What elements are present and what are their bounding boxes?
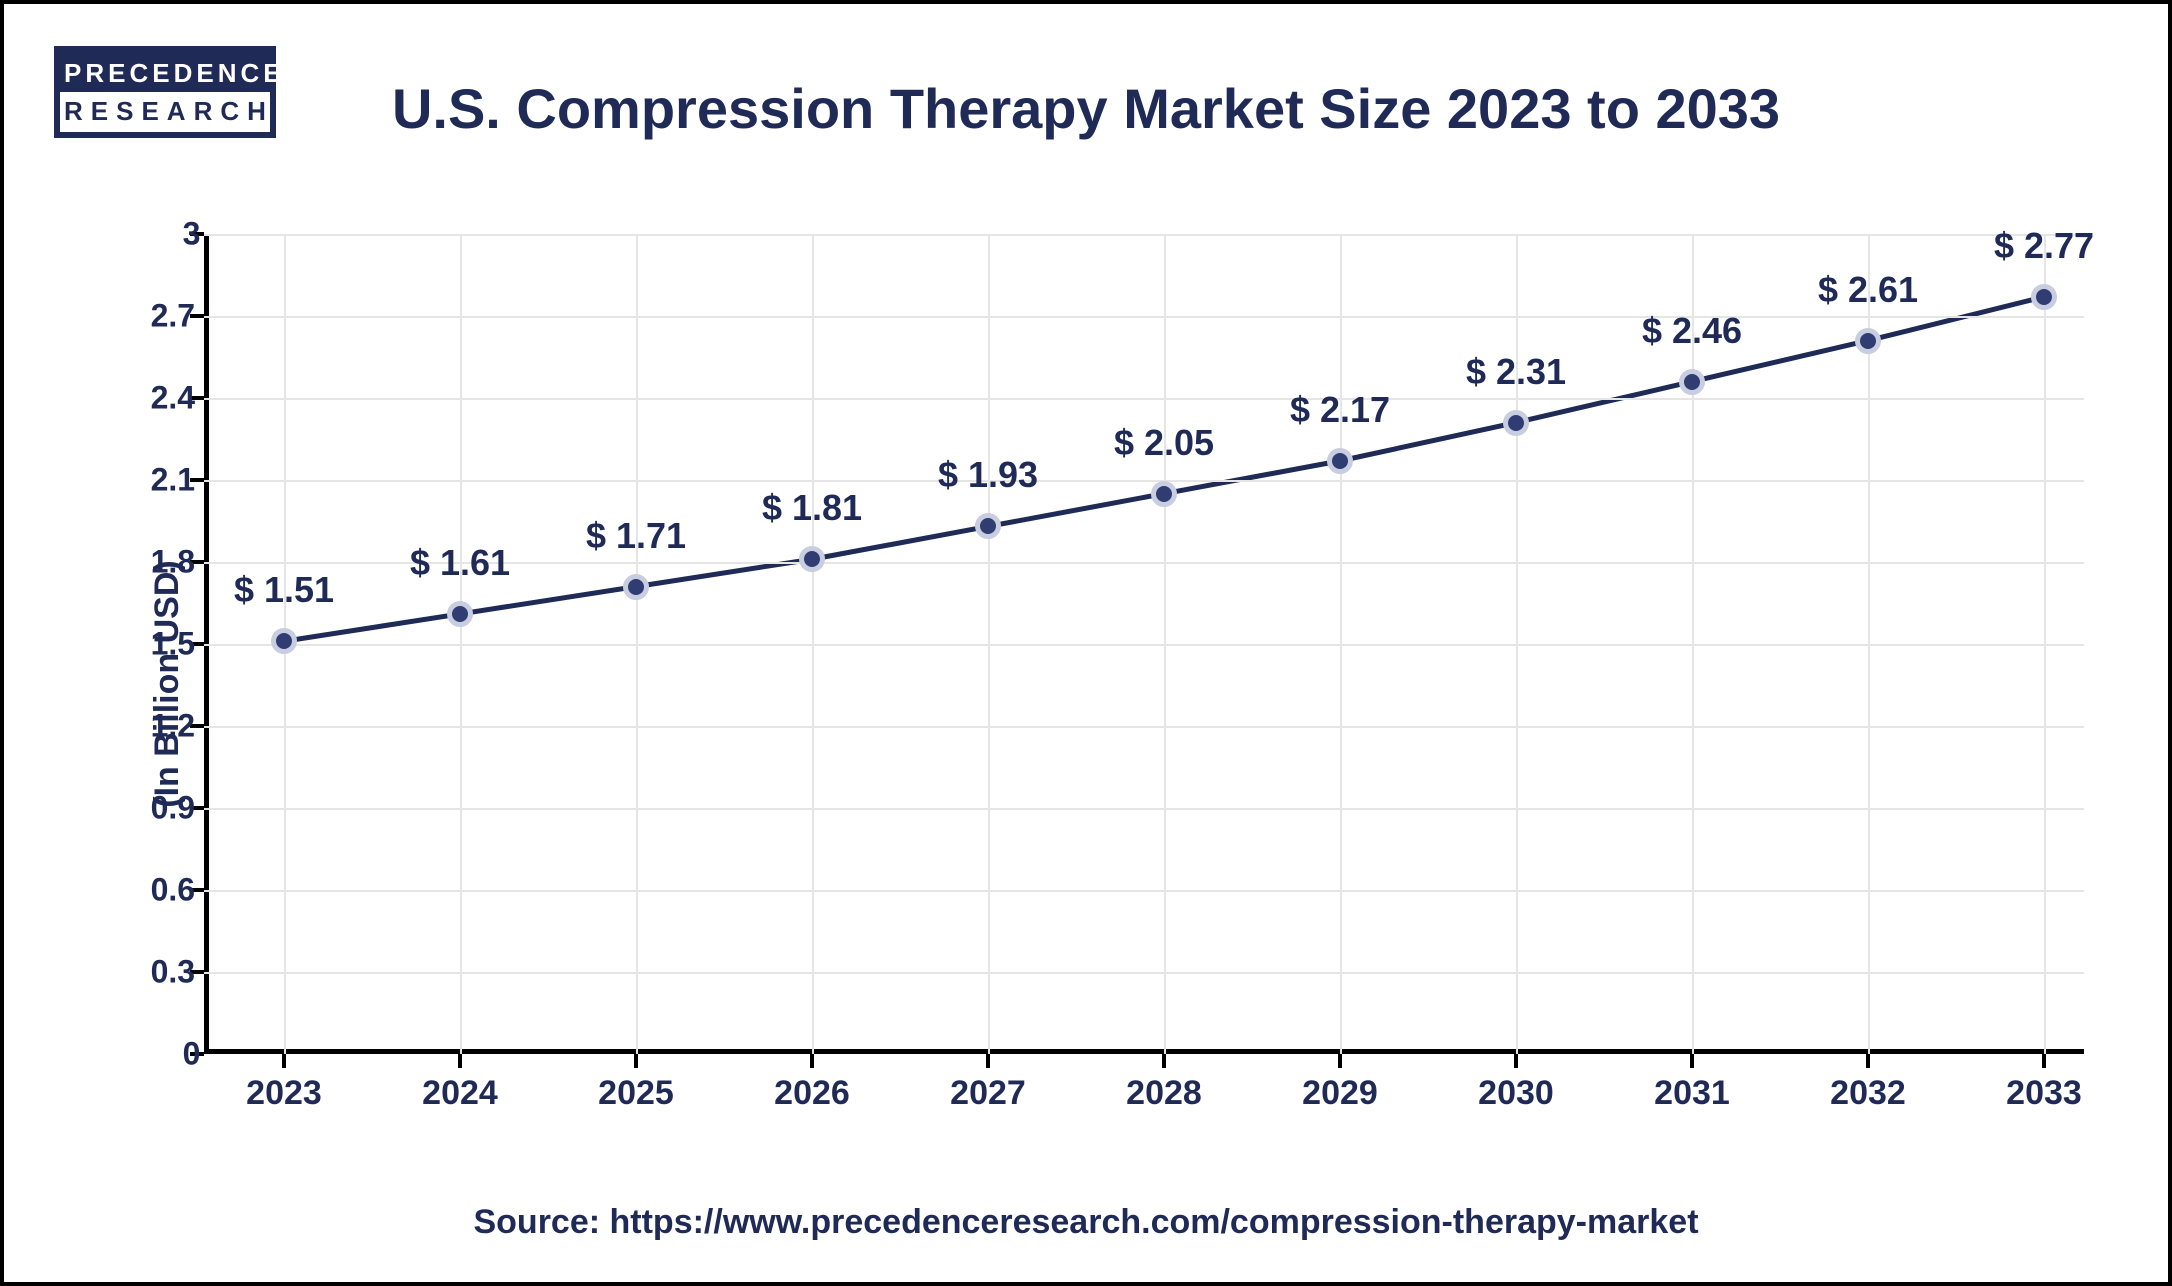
data-label: $ 2.05 bbox=[1114, 422, 1214, 464]
gridline-v bbox=[988, 234, 990, 1054]
x-tick-mark bbox=[282, 1054, 286, 1068]
y-tick-label: 3 bbox=[183, 216, 201, 253]
data-marker bbox=[975, 513, 1001, 539]
gridline-v bbox=[2044, 234, 2046, 1054]
x-tick-mark bbox=[458, 1054, 462, 1068]
gridline-h bbox=[204, 808, 2084, 810]
gridline-v bbox=[1868, 234, 1870, 1054]
x-tick-label: 2025 bbox=[598, 1074, 674, 1113]
x-tick-mark bbox=[634, 1054, 638, 1068]
y-tick-label: 1.2 bbox=[151, 708, 195, 745]
data-marker bbox=[1855, 328, 1881, 354]
gridline-h bbox=[204, 316, 2084, 318]
x-tick-label: 2031 bbox=[1654, 1074, 1730, 1113]
data-label: $ 2.31 bbox=[1466, 351, 1566, 393]
data-label: $ 1.81 bbox=[762, 487, 862, 529]
y-tick-label: 0.6 bbox=[151, 872, 195, 909]
data-marker bbox=[1679, 369, 1705, 395]
y-tick-label: 2.7 bbox=[151, 298, 195, 335]
x-tick-mark bbox=[1514, 1054, 1518, 1068]
y-axis-label: (In Billion USD) bbox=[148, 560, 187, 807]
data-marker bbox=[447, 601, 473, 627]
data-label: $ 2.61 bbox=[1818, 269, 1918, 311]
gridline-v bbox=[636, 234, 638, 1054]
x-tick-label: 2029 bbox=[1302, 1074, 1378, 1113]
x-tick-mark bbox=[1338, 1054, 1342, 1068]
data-marker bbox=[1151, 481, 1177, 507]
x-tick-label: 2033 bbox=[2006, 1074, 2082, 1113]
gridline-h bbox=[204, 480, 2084, 482]
x-tick-mark bbox=[2042, 1054, 2046, 1068]
gridline-v bbox=[460, 234, 462, 1054]
data-label: $ 1.61 bbox=[410, 542, 510, 584]
data-marker bbox=[271, 628, 297, 654]
data-marker bbox=[1503, 410, 1529, 436]
data-label: $ 2.17 bbox=[1290, 389, 1390, 431]
y-tick-label: 0.3 bbox=[151, 954, 195, 991]
data-label: $ 1.71 bbox=[586, 515, 686, 557]
x-tick-label: 2027 bbox=[950, 1074, 1026, 1113]
gridline-v bbox=[1340, 234, 1342, 1054]
x-tick-label: 2024 bbox=[422, 1074, 498, 1113]
data-marker bbox=[799, 546, 825, 572]
gridline-h bbox=[204, 644, 2084, 646]
gridline-v bbox=[1692, 234, 1694, 1054]
data-marker bbox=[1327, 448, 1353, 474]
data-label: $ 1.51 bbox=[234, 569, 334, 611]
data-marker bbox=[623, 574, 649, 600]
plot-area: 00.30.60.91.21.51.82.12.42.7320232024202… bbox=[204, 234, 2084, 1054]
gridline-h bbox=[204, 972, 2084, 974]
y-tick-label: 0 bbox=[183, 1036, 201, 1073]
gridline-h bbox=[204, 726, 2084, 728]
data-label: $ 2.77 bbox=[1994, 225, 2094, 267]
gridline-h bbox=[204, 234, 2084, 236]
y-tick-label: 2.4 bbox=[151, 380, 195, 417]
chart-area: (In Billion USD) 00.30.60.91.21.51.82.12… bbox=[104, 234, 2084, 1134]
y-tick-label: 1.5 bbox=[151, 626, 195, 663]
gridline-v bbox=[1164, 234, 1166, 1054]
x-tick-mark bbox=[810, 1054, 814, 1068]
y-tick-label: 1.8 bbox=[151, 544, 195, 581]
gridline-h bbox=[204, 890, 2084, 892]
data-marker bbox=[2031, 284, 2057, 310]
y-tick-label: 2.1 bbox=[151, 462, 195, 499]
x-tick-mark bbox=[986, 1054, 990, 1068]
source-caption: Source: https://www.precedenceresearch.c… bbox=[4, 1203, 2168, 1242]
x-tick-mark bbox=[1162, 1054, 1166, 1068]
x-tick-label: 2023 bbox=[246, 1074, 322, 1113]
chart-frame: PRECEDENCE RESEARCH U.S. Compression The… bbox=[0, 0, 2172, 1286]
chart-title: U.S. Compression Therapy Market Size 202… bbox=[4, 76, 2168, 141]
x-tick-mark bbox=[1866, 1054, 1870, 1068]
data-label: $ 1.93 bbox=[938, 454, 1038, 496]
x-tick-label: 2026 bbox=[774, 1074, 850, 1113]
gridline-v bbox=[812, 234, 814, 1054]
x-tick-label: 2030 bbox=[1478, 1074, 1554, 1113]
x-tick-label: 2032 bbox=[1830, 1074, 1906, 1113]
data-label: $ 2.46 bbox=[1642, 310, 1742, 352]
y-tick-label: 0.9 bbox=[151, 790, 195, 827]
gridline-h bbox=[204, 398, 2084, 400]
x-tick-mark bbox=[1690, 1054, 1694, 1068]
x-tick-label: 2028 bbox=[1126, 1074, 1202, 1113]
